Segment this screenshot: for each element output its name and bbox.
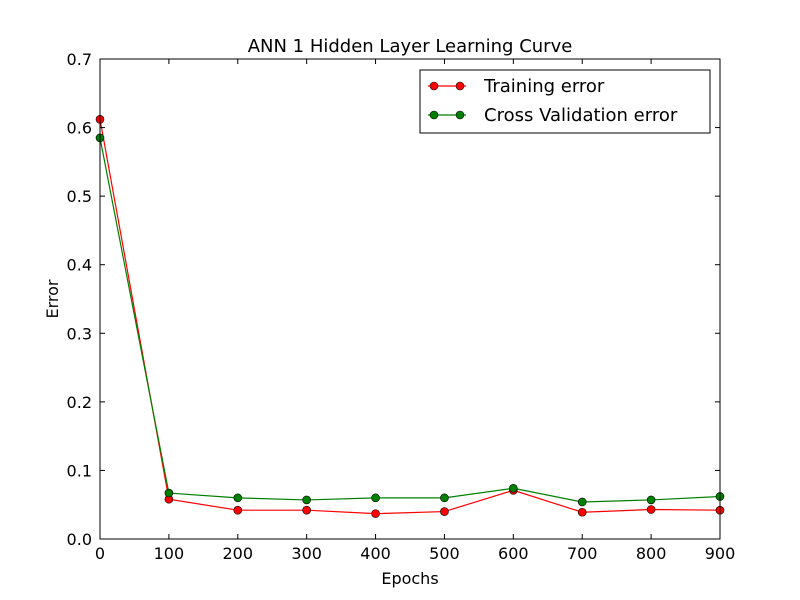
data-point-0 bbox=[302, 505, 311, 515]
x-tick-label: 900 bbox=[705, 544, 736, 563]
x-tick-label: 300 bbox=[291, 544, 322, 563]
y-axis-label: Error bbox=[43, 279, 62, 318]
data-point-0 bbox=[577, 507, 587, 517]
data-point-1 bbox=[577, 497, 587, 507]
y-tick-label: 0.1 bbox=[67, 461, 92, 480]
data-point-1 bbox=[371, 493, 380, 503]
series-layer bbox=[95, 115, 725, 518]
legend-box bbox=[419, 69, 711, 134]
y-tick-label: 0.7 bbox=[67, 50, 92, 69]
data-point-1 bbox=[233, 493, 243, 503]
y-tick-label: 0.6 bbox=[67, 119, 92, 138]
data-point-1 bbox=[646, 495, 656, 505]
data-point-0 bbox=[233, 505, 243, 515]
data-point-0 bbox=[440, 507, 449, 516]
y-tick-label: 0.0 bbox=[67, 530, 92, 549]
x-axis-label: Epochs bbox=[381, 569, 438, 588]
y-tick-label: 0.3 bbox=[67, 324, 92, 343]
legend-marker-training bbox=[455, 81, 465, 91]
legend-label-training: Training error bbox=[483, 76, 605, 97]
series-line-1 bbox=[99, 137, 721, 503]
x-tick-label: 500 bbox=[429, 544, 460, 563]
data-point-0 bbox=[646, 505, 656, 514]
data-point-0 bbox=[371, 509, 380, 518]
legend-label-cv: Cross Validation error bbox=[484, 105, 678, 126]
x-tick-label: 200 bbox=[223, 544, 254, 563]
data-point-1 bbox=[164, 488, 174, 498]
legend: Training error Cross Validation error bbox=[419, 69, 711, 134]
y-tick-label: 0.5 bbox=[67, 187, 92, 206]
data-point-1 bbox=[509, 483, 518, 493]
legend-marker-cv bbox=[429, 110, 439, 120]
x-tick-label: 0 bbox=[95, 544, 105, 563]
x-tick-label: 800 bbox=[636, 544, 667, 563]
chart-title: ANN 1 Hidden Layer Learning Curve bbox=[248, 36, 573, 57]
y-tick-label: 0.4 bbox=[67, 256, 92, 275]
series-line-0 bbox=[99, 119, 721, 515]
x-tick-label: 400 bbox=[360, 544, 391, 563]
tick-layer: 0 100 200 300 400 500 600 700 800 900 0.0 0.1 0.2 0.3… bbox=[67, 50, 736, 563]
data-point-1 bbox=[302, 495, 311, 505]
x-tick-label: 700 bbox=[567, 544, 598, 563]
x-tick-label: 600 bbox=[498, 544, 529, 563]
plot-frame bbox=[99, 58, 721, 540]
legend-marker-training bbox=[429, 81, 439, 91]
x-tick-label: 100 bbox=[154, 544, 185, 563]
legend-marker-cv bbox=[455, 110, 465, 120]
data-point-1 bbox=[440, 493, 449, 503]
y-tick-label: 0.2 bbox=[67, 393, 92, 412]
